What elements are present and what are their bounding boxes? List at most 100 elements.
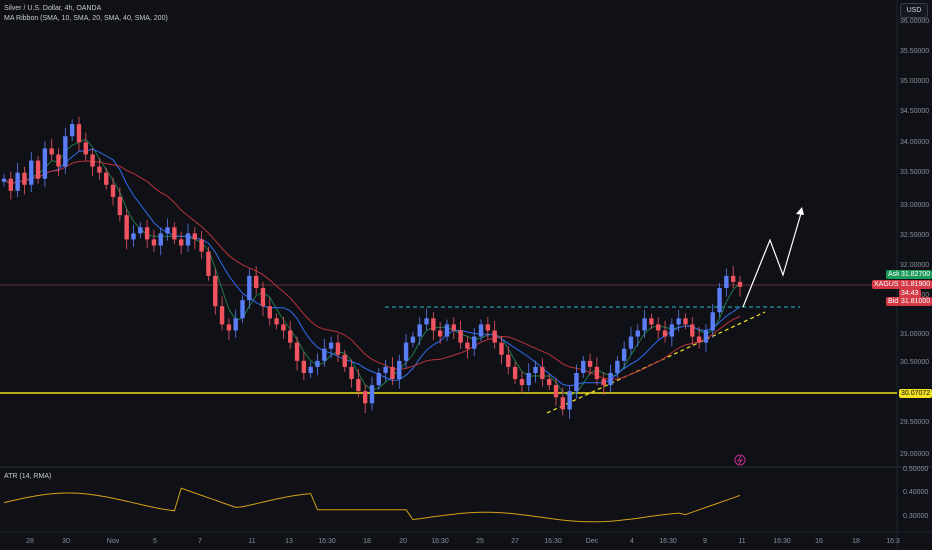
candle-body <box>601 379 606 386</box>
price-tick-label: 33.00000 <box>900 202 930 209</box>
candle-body <box>553 385 559 398</box>
candle-body <box>131 233 136 240</box>
lightning-icon[interactable] <box>734 454 746 466</box>
candle-body <box>49 148 54 155</box>
candle-body <box>90 154 95 167</box>
candle-body <box>533 366 538 373</box>
candle-body <box>621 348 627 361</box>
candle-body <box>274 318 279 325</box>
candle-body <box>22 172 27 185</box>
price-tick-label: 34.00000 <box>900 139 930 146</box>
candle-body <box>117 196 123 216</box>
symbol-title[interactable]: Silver / U.S. Dollar, 4h, OANDA <box>4 5 102 12</box>
candle-body <box>42 148 48 179</box>
candle-body <box>308 366 313 373</box>
candle-body <box>397 360 402 380</box>
candle-body <box>512 366 518 380</box>
time-tick-label: 16:30 <box>544 538 562 545</box>
candle-body <box>376 372 382 386</box>
atr-title[interactable]: ATR (14, RMA) <box>4 473 52 480</box>
candle-body <box>574 372 579 392</box>
level-value-tag: 30.07072 <box>899 389 932 398</box>
candle-body <box>369 385 375 404</box>
candle-body <box>138 227 143 234</box>
candle-body <box>444 324 450 337</box>
candle-body <box>437 330 443 337</box>
price-tick-label: 34.50000 <box>900 108 930 115</box>
indicator-title[interactable]: MA Ribbon (SMA, 10, SMA, 20, SMA, 40, SM… <box>4 15 168 22</box>
time-tick-label: 16 <box>815 538 823 545</box>
candle-body <box>233 318 238 331</box>
candle-body <box>342 354 347 367</box>
candle-body <box>315 360 320 367</box>
candle-body <box>403 342 409 361</box>
candle-body <box>124 215 129 240</box>
price-tick-label: 32.50000 <box>900 232 930 239</box>
time-tick-label: 5 <box>153 538 157 545</box>
time-tick-label: 11 <box>248 538 256 545</box>
candle-body <box>656 324 661 331</box>
candle-body <box>737 281 743 287</box>
candle-body <box>642 318 647 331</box>
candle-body <box>240 300 245 319</box>
chart-legend: Silver / U.S. Dollar, 4h, OANDA MA Ribbo… <box>4 4 168 24</box>
ma-red-line <box>3 160 741 380</box>
time-tick-label: 16:30 <box>431 538 449 545</box>
projection-arrowhead <box>796 207 804 215</box>
candle-body <box>335 342 341 355</box>
time-tick-label: 28 <box>26 538 34 545</box>
candle-body <box>540 366 545 380</box>
candle-body <box>410 336 416 343</box>
candle-body <box>635 330 640 337</box>
last-price-value: 31.81900 <box>899 280 932 289</box>
candle-body <box>253 275 259 288</box>
candle-body <box>730 275 736 282</box>
price-tick-label: 29.50000 <box>900 419 930 426</box>
time-tick-label: 20 <box>399 538 407 545</box>
candle-body <box>29 160 34 185</box>
ma-green-line <box>3 138 741 397</box>
candle-body <box>144 227 150 240</box>
candle-body <box>199 239 204 252</box>
candle-body <box>451 324 456 331</box>
candle-body <box>260 287 266 307</box>
candle-body <box>69 124 75 137</box>
candle-body <box>219 306 225 325</box>
candle-body <box>247 275 252 301</box>
candle-body <box>608 372 613 386</box>
bid-value: 31.81000 <box>899 297 932 306</box>
candle-body <box>226 324 232 331</box>
candle-body <box>567 391 572 410</box>
time-tick-label: 13 <box>285 538 293 545</box>
price-tick-label: 35.50000 <box>900 48 930 55</box>
time-tick-label: 16:3 <box>886 538 900 545</box>
candle-body <box>356 379 361 392</box>
ask-value: 31.82700 <box>899 270 932 279</box>
candle-body <box>56 154 61 167</box>
time-tick-label: 16:30 <box>773 538 791 545</box>
candle-body <box>281 324 286 331</box>
candle-body <box>594 366 600 380</box>
candle-body <box>76 124 82 143</box>
candle-body <box>158 233 163 246</box>
price-tick-label: 30.50000 <box>900 359 930 366</box>
candle-body <box>328 342 334 349</box>
candle-body <box>185 233 191 246</box>
candle-body <box>696 336 702 343</box>
time-tick-label: 25 <box>476 538 484 545</box>
candle-body <box>669 324 675 337</box>
currency-button[interactable]: USD <box>900 3 928 18</box>
candle-body <box>8 178 14 191</box>
price-tick-label: 29.00000 <box>900 451 930 458</box>
time-tick-label: 30 <box>62 538 70 545</box>
atr-line <box>3 487 741 523</box>
candle-body <box>288 330 293 343</box>
candle-body <box>662 330 668 337</box>
time-tick-label: 4 <box>630 538 634 545</box>
candle-body <box>383 366 388 373</box>
candle-body <box>349 366 354 380</box>
projection-path[interactable] <box>742 209 803 308</box>
time-tick-label: 7 <box>198 538 202 545</box>
candle-body <box>104 172 109 185</box>
